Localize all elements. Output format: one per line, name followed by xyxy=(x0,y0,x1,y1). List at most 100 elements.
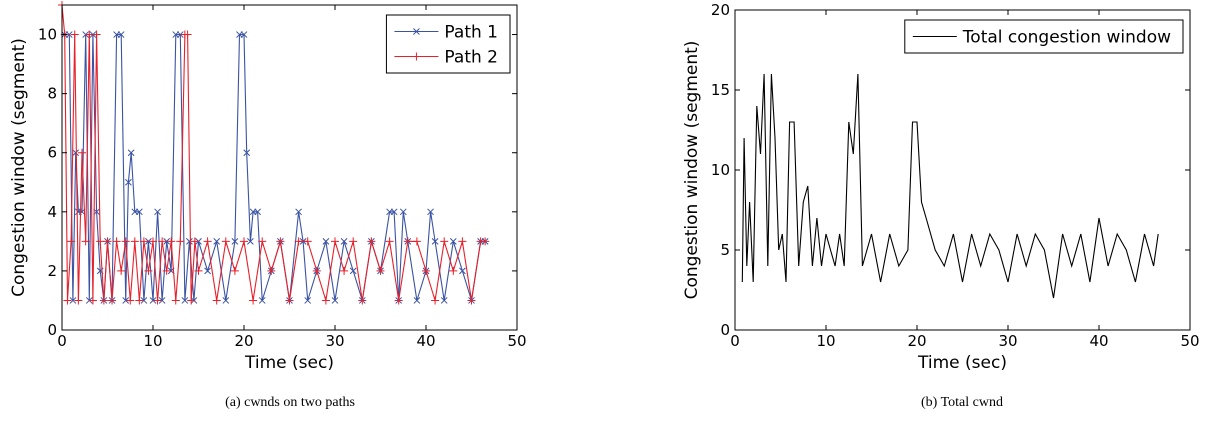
point-marker xyxy=(67,237,76,246)
point-marker xyxy=(367,237,376,246)
point-marker xyxy=(285,296,294,305)
y-tick-label: 2 xyxy=(47,262,57,280)
x-tick-label: 50 xyxy=(1180,332,1199,350)
point-marker xyxy=(176,237,185,246)
point-marker xyxy=(127,149,135,157)
point-marker xyxy=(183,30,192,39)
point-marker xyxy=(187,296,196,305)
point-marker xyxy=(190,237,199,246)
point-marker xyxy=(122,297,130,304)
point-marker xyxy=(340,266,349,275)
point-marker xyxy=(403,237,412,246)
point-marker xyxy=(385,237,394,246)
point-marker xyxy=(240,237,248,246)
plot-area xyxy=(735,10,1190,330)
point-marker xyxy=(144,266,153,275)
caption: (b) Total cwnd xyxy=(921,395,1003,410)
point-marker xyxy=(69,297,77,304)
point-marker xyxy=(467,296,476,305)
point-marker xyxy=(427,208,434,216)
point-marker xyxy=(295,208,302,216)
point-marker xyxy=(96,237,105,246)
point-marker xyxy=(331,297,339,304)
y-tick-label: 15 xyxy=(711,81,730,99)
point-marker xyxy=(135,296,144,305)
legend-marker xyxy=(412,52,421,61)
x-tick-label: 0 xyxy=(730,332,740,350)
point-marker xyxy=(65,31,73,38)
point-marker xyxy=(163,238,171,245)
x-tick-label: 40 xyxy=(1089,332,1108,350)
x-tick-label: 50 xyxy=(507,332,526,350)
x-tick-label: 40 xyxy=(416,332,435,350)
point-marker xyxy=(390,208,398,216)
point-marker xyxy=(349,267,357,275)
point-marker xyxy=(340,238,348,245)
point-marker xyxy=(276,237,285,246)
point-marker xyxy=(481,237,490,246)
y-tick-label: 5 xyxy=(720,241,730,259)
point-marker xyxy=(249,296,258,305)
y-tick-label: 4 xyxy=(47,203,57,221)
point-marker xyxy=(158,297,166,304)
point-marker xyxy=(81,237,90,246)
point-marker xyxy=(303,237,312,246)
x-tick-label: 20 xyxy=(907,332,926,350)
point-marker xyxy=(194,266,203,275)
legend-label: Path 1 xyxy=(444,23,498,43)
point-marker xyxy=(181,297,189,304)
point-marker xyxy=(247,238,254,245)
series xyxy=(741,73,1159,299)
y-tick-label: 0 xyxy=(47,321,57,339)
point-marker xyxy=(99,296,108,305)
point-marker xyxy=(231,238,239,245)
point-marker xyxy=(376,266,385,275)
point-marker xyxy=(243,149,251,157)
point-marker xyxy=(258,297,266,304)
point-marker xyxy=(117,31,125,38)
point-marker xyxy=(85,30,94,39)
y-tick-label: 10 xyxy=(38,26,57,44)
point-marker xyxy=(149,297,157,304)
x-tick-label: 10 xyxy=(143,332,162,350)
x-tick-label: 0 xyxy=(57,332,67,350)
legend-box xyxy=(385,14,511,74)
legend: Path 1 Path 2 xyxy=(385,14,511,74)
point-marker xyxy=(103,237,112,246)
point-marker xyxy=(304,297,312,304)
point-marker xyxy=(213,238,221,245)
x-axis-label: Time (sec) xyxy=(244,353,334,373)
point-marker xyxy=(221,237,230,246)
point-marker xyxy=(74,296,83,305)
point-marker xyxy=(394,296,403,305)
point-marker xyxy=(176,31,184,38)
point-marker xyxy=(440,297,448,304)
y-tick-label: 8 xyxy=(47,85,57,103)
legend-label: Total congestion window xyxy=(962,28,1171,48)
point-marker xyxy=(70,30,79,39)
y-axis-label: Congestion window (segment) xyxy=(682,41,702,300)
point-marker xyxy=(63,296,72,305)
point-marker xyxy=(349,237,358,246)
point-marker xyxy=(458,237,467,246)
series xyxy=(58,1,490,305)
caption: (a) cwnds on two paths xyxy=(225,395,355,410)
y-tick-label: 10 xyxy=(711,161,730,179)
point-marker xyxy=(130,237,139,246)
point-marker xyxy=(240,31,248,38)
y-tick-label: 6 xyxy=(47,144,57,162)
point-marker xyxy=(149,237,157,246)
point-marker xyxy=(171,296,180,305)
point-marker xyxy=(312,266,321,275)
y-axis-label: Congestion window (segment) xyxy=(9,38,29,297)
axes-box xyxy=(61,4,518,331)
point-marker xyxy=(222,297,230,304)
point-marker xyxy=(125,178,132,186)
point-marker xyxy=(186,238,193,245)
point-marker xyxy=(140,297,148,304)
x-tick-label: 30 xyxy=(325,332,344,350)
x-tick-label: 10 xyxy=(816,332,835,350)
point-marker xyxy=(413,297,421,304)
point-marker xyxy=(126,296,135,305)
